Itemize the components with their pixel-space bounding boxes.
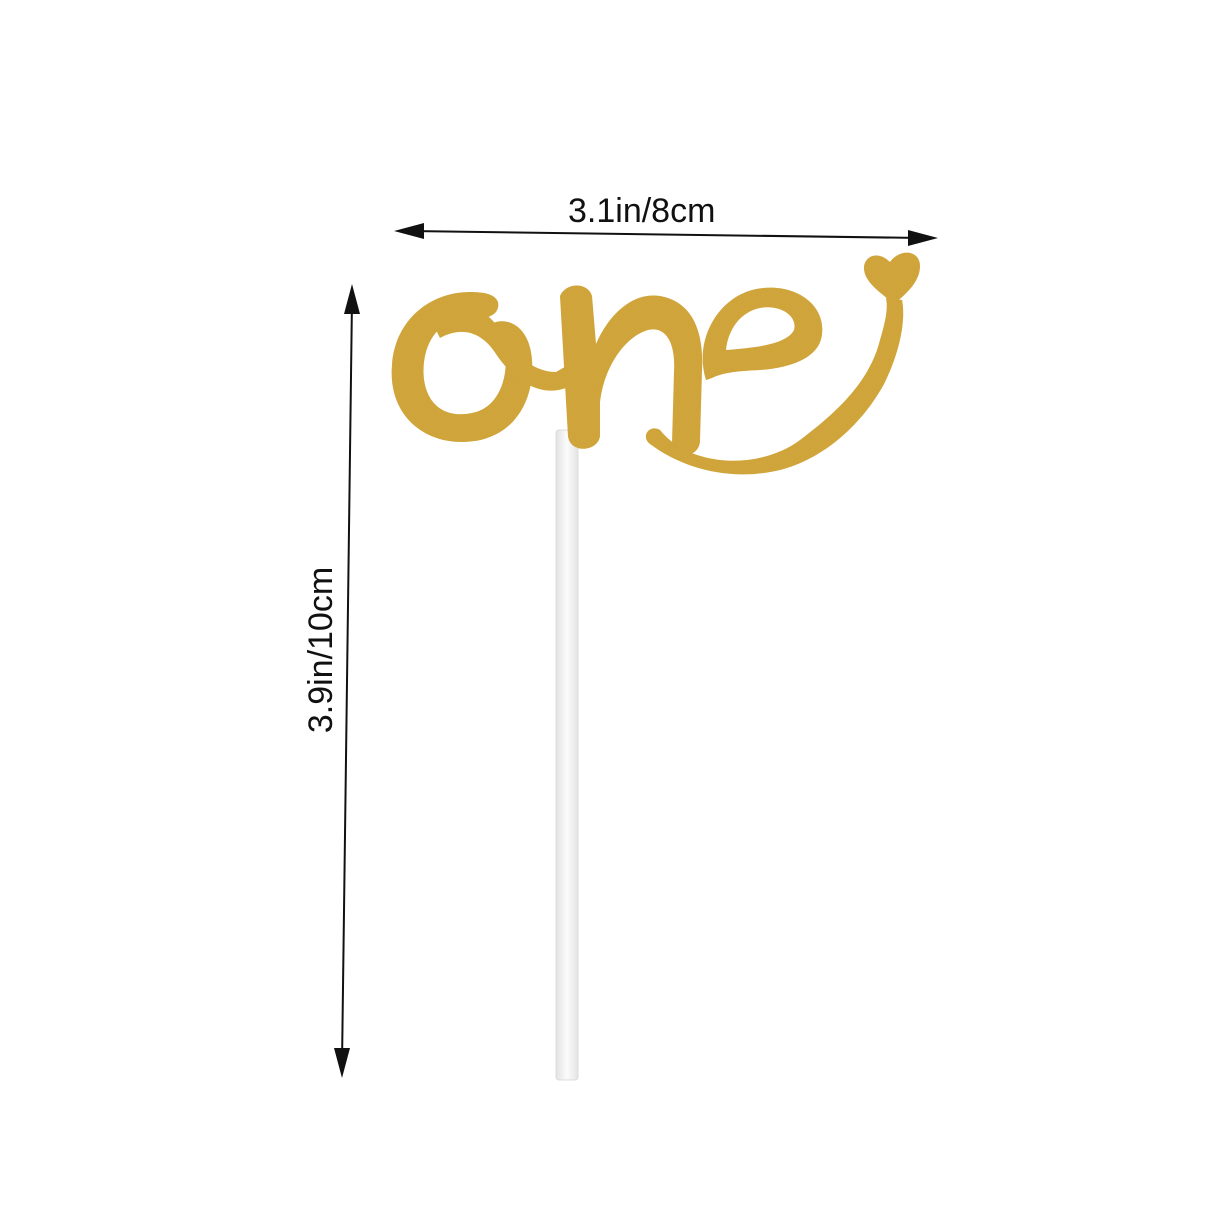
topper-one-lettering: [391, 252, 920, 475]
topper-stick: [555, 429, 579, 1081]
width-dimension-label: 3.1in/8cm: [568, 192, 716, 230]
letter-o-connector: [432, 307, 570, 391]
letter-n: [560, 285, 703, 455]
height-dimension-label: 3.9in/10cm: [302, 566, 340, 734]
height-arrow: [334, 284, 360, 1078]
width-arrow: [394, 223, 938, 246]
letter-e: [645, 287, 904, 475]
heart-icon: [864, 252, 920, 304]
